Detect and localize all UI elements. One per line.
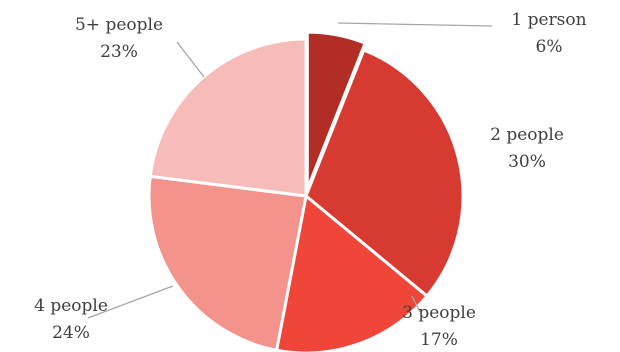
pie-slice-5-people <box>148 37 308 198</box>
label-value-1-person: 6% <box>536 37 563 57</box>
leader-line-5-people <box>176 41 205 78</box>
leader-line-4-people <box>87 285 174 319</box>
label-value-4-people: 24% <box>52 323 90 343</box>
label-category-4-people: 4 people <box>34 296 108 316</box>
label-value-3-people: 17% <box>420 330 458 350</box>
label-category-3-people: 3 people <box>402 303 476 323</box>
label-category-2-people: 2 people <box>490 125 564 145</box>
pie-slice-1-person <box>305 30 368 190</box>
leader-line-3-people <box>411 295 421 313</box>
pie-slices <box>147 30 465 352</box>
label-value-5-people: 23% <box>100 42 138 62</box>
pie-slice-4-people <box>147 174 308 352</box>
leader-lines <box>87 22 493 319</box>
label-category-1-person: 1 person <box>511 10 586 30</box>
data-labels: 1 person 6% 2 people 30% 3 people 17% 4 … <box>34 10 587 350</box>
label-value-2-people: 30% <box>508 152 546 172</box>
leader-line-1-person <box>337 22 493 27</box>
pie-slice-2-people <box>304 48 465 299</box>
label-category-5-people: 5+ people <box>75 15 163 35</box>
